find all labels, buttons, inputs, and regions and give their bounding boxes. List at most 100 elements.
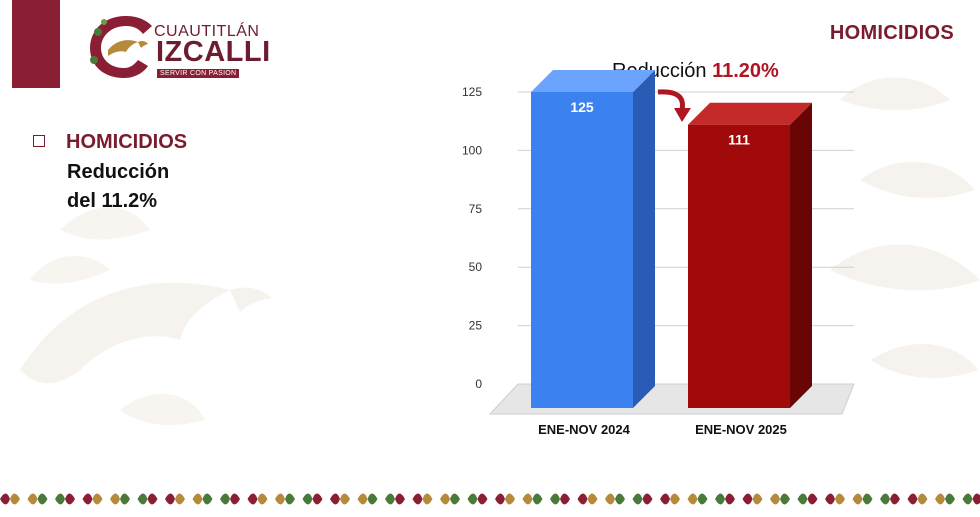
reduction-arrow-icon — [657, 89, 685, 111]
border-leaf-icon — [615, 493, 625, 505]
logo-city-main: IZCALLI — [156, 36, 271, 68]
border-leaf-icon — [82, 493, 93, 505]
border-leaf-icon — [220, 493, 230, 505]
border-leaf-icon — [257, 493, 268, 505]
border-leaf-icon — [0, 493, 10, 505]
border-leaf-icon — [852, 493, 863, 505]
border-leaf-icon — [247, 493, 258, 505]
summary-line-2: del 11.2% — [67, 190, 158, 212]
summary-line-1: Reducción — [67, 161, 170, 183]
border-leaf-icon — [55, 493, 65, 505]
border-leaf-icon — [797, 493, 808, 505]
reduction-arrow-head-icon — [674, 108, 691, 122]
border-leaf-icon — [92, 493, 103, 505]
border-leaf-icon — [147, 493, 158, 505]
checkbox-bullet-icon — [33, 135, 45, 147]
border-leaf-icon — [175, 493, 185, 505]
border-leaf-icon — [230, 493, 240, 505]
border-leaf-icon — [835, 493, 845, 505]
y-tick-label: 50 — [469, 260, 483, 274]
y-tick-label: 25 — [469, 319, 483, 333]
bar-side — [790, 102, 812, 409]
border-leaf-icon — [687, 493, 698, 505]
page-title: HOMICIDIOS — [829, 22, 954, 44]
border-leaf-icon — [807, 493, 818, 505]
border-leaf-icon — [422, 493, 433, 505]
border-leaf-icon — [357, 493, 368, 505]
border-leaf-icon — [395, 493, 405, 505]
border-leaf-icon — [120, 493, 130, 505]
border-leaf-icon — [917, 493, 928, 505]
border-leaf-icon — [165, 493, 175, 505]
bar-top — [688, 102, 812, 125]
border-leaf-icon — [945, 493, 955, 505]
border-leaf-icon — [770, 493, 780, 505]
border-leaf-icon — [340, 493, 350, 505]
border-leaf-icon — [972, 493, 980, 505]
border-leaf-icon — [862, 493, 873, 505]
border-leaf-icon — [880, 493, 890, 505]
border-leaf-icon — [202, 493, 213, 505]
border-leaf-icon — [27, 493, 38, 505]
border-leaf-icon — [825, 493, 835, 505]
border-leaf-icon — [285, 493, 295, 505]
bar-value-label: 125 — [570, 99, 594, 115]
dove-watermark-left — [20, 207, 272, 426]
border-leaf-icon — [367, 493, 378, 505]
border-leaf-icon — [697, 493, 708, 505]
border-leaf-icon — [715, 493, 725, 505]
logo-tagline: SERVIR CON PASIÓN — [157, 69, 240, 78]
border-leaf-icon — [550, 493, 560, 505]
border-leaf-icon — [65, 493, 75, 505]
border-leaf-icon — [275, 493, 285, 505]
brand-strip — [12, 0, 60, 88]
x-category-label: ENE-NOV 2024 — [538, 422, 631, 437]
city-logo: CUAUTITLÁN IZCALLI SERVIR CON PASIÓN — [86, 10, 270, 86]
bar — [531, 92, 633, 408]
border-leaf-icon — [412, 493, 423, 505]
border-leaf-icon — [670, 493, 680, 505]
border-leaf-icon — [742, 493, 753, 505]
y-tick-label: 75 — [469, 202, 483, 216]
border-leaf-icon — [505, 493, 515, 505]
y-tick-label: 100 — [462, 143, 482, 157]
border-leaf-icon — [312, 493, 323, 505]
border-leaf-icon — [907, 493, 918, 505]
border-leaf-icon — [522, 493, 533, 505]
bar — [688, 124, 790, 409]
border-leaf-icon — [192, 493, 203, 505]
dove-emblem-icon — [90, 16, 152, 78]
bar-value-label: 111 — [728, 132, 750, 148]
border-leaf-icon — [495, 493, 505, 505]
border-leaf-icon — [450, 493, 460, 505]
summary-title: HOMICIDIOS — [66, 131, 188, 153]
border-leaf-icon — [110, 493, 120, 505]
border-leaf-icon — [660, 493, 670, 505]
border-leaf-icon — [780, 493, 790, 505]
y-tick-label: 0 — [475, 377, 482, 391]
border-leaf-icon — [725, 493, 735, 505]
border-leaf-icon — [962, 493, 973, 505]
border-leaf-icon — [440, 493, 450, 505]
bar-top — [531, 70, 655, 92]
border-leaf-icon — [467, 493, 478, 505]
border-leaf-icon — [302, 493, 313, 505]
border-leaf-icon — [560, 493, 570, 505]
border-leaf-icon — [935, 493, 945, 505]
border-leaf-icon — [890, 493, 900, 505]
border-leaf-icon — [532, 493, 543, 505]
border-leaf-icon — [632, 493, 643, 505]
x-category-label: ENE-NOV 2025 — [695, 422, 787, 437]
border-leaf-icon — [587, 493, 598, 505]
border-leaf-icon — [477, 493, 488, 505]
logo-city-top: CUAUTITLÁN — [154, 23, 260, 40]
dove-watermark-right — [830, 77, 980, 379]
bar-side — [633, 70, 655, 408]
bar-chart: 0 25 50 75 100 125 125 ENE-NOV 2024 111 ENE-NOV 2… — [462, 70, 855, 437]
decorative-border — [0, 493, 980, 505]
reduction-value: 11.20% — [712, 60, 779, 82]
y-tick-label: 125 — [462, 85, 482, 99]
border-leaf-icon — [37, 493, 48, 505]
border-leaf-icon — [642, 493, 653, 505]
border-leaf-icon — [137, 493, 148, 505]
